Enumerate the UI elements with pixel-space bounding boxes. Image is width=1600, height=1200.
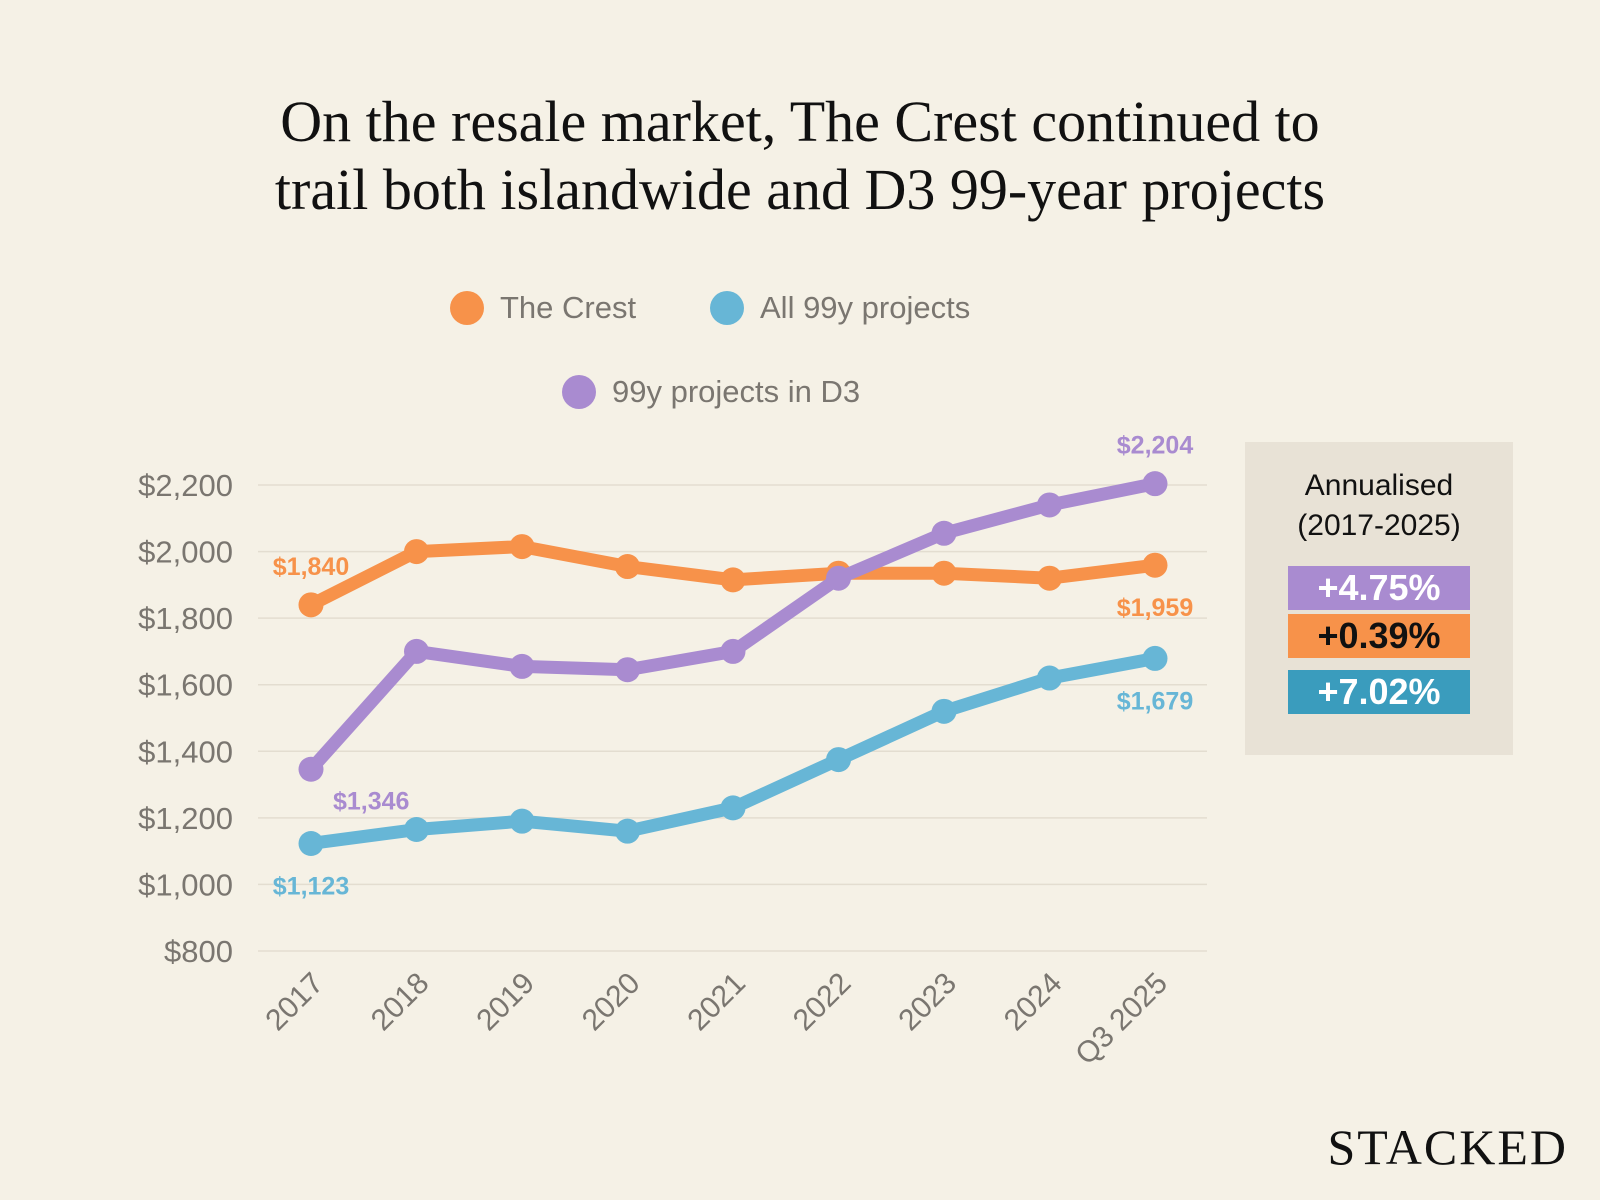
- annualised-badge-crest: +0.39%: [1288, 614, 1470, 658]
- chart-title-line-2: trail both islandwide and D3 99-year pro…: [274, 157, 1326, 222]
- data-point: [931, 698, 957, 724]
- data-point: [826, 747, 851, 773]
- data-point: [509, 534, 535, 560]
- data-label: $1,346: [333, 787, 409, 815]
- data-label: $2,204: [1117, 432, 1194, 460]
- data-point: [298, 830, 324, 856]
- data-label: $1,679: [1117, 687, 1193, 715]
- legend-item-all-99y: All 99y projects: [710, 290, 970, 326]
- chart-title: On the resale market, The Crest continue…: [0, 88, 1600, 224]
- x-tick-label: 2024: [998, 967, 1069, 1038]
- chart-title-line-1: On the resale market, The Crest continue…: [280, 89, 1320, 154]
- legend-dot-icon: [450, 291, 484, 325]
- data-point: [720, 795, 746, 821]
- data-point: [615, 554, 640, 580]
- data-point: [615, 657, 640, 683]
- data-point: [720, 567, 746, 593]
- y-tick-label: $1,800: [138, 601, 233, 636]
- legend-item-99y-d3: 99y projects in D3: [562, 374, 860, 410]
- annualised-badge-d3: +4.75%: [1288, 566, 1470, 610]
- x-tick-label: 2019: [470, 967, 541, 1038]
- series-line: [304, 477, 1162, 776]
- y-tick-label: $1,000: [138, 867, 233, 902]
- data-point: [1037, 665, 1062, 691]
- data-point: [404, 638, 429, 664]
- data-point: [298, 756, 324, 782]
- data-point: [509, 808, 535, 834]
- x-tick-label: Q3 2025: [1069, 967, 1174, 1072]
- data-point: [1142, 645, 1168, 671]
- annualised-badge-all: +7.02%: [1288, 670, 1470, 714]
- legend-label: 99y projects in D3: [612, 374, 861, 409]
- data-point: [1037, 565, 1062, 591]
- legend-label: The Crest: [500, 290, 637, 325]
- data-label: $1,959: [1117, 594, 1193, 622]
- x-tick-label: 2018: [365, 967, 436, 1038]
- data-point: [509, 653, 535, 679]
- brand-logo: STACKED: [1327, 1119, 1568, 1175]
- legend-label: All 99y projects: [760, 290, 971, 325]
- data-point: [1037, 492, 1062, 518]
- annualised-title-line-2: (2017-2025): [1297, 509, 1461, 542]
- data-point: [931, 520, 957, 546]
- y-tick-label: $1,200: [138, 801, 233, 836]
- legend-item-the-crest: The Crest: [450, 290, 636, 326]
- y-tick-label: $2,200: [138, 468, 233, 503]
- legend-dot-icon: [710, 291, 744, 325]
- data-label: $1,840: [273, 553, 349, 581]
- annualised-title-line-1: Annualised: [1304, 469, 1454, 502]
- data-point: [404, 539, 429, 565]
- data-point: [298, 592, 324, 618]
- data-point: [404, 817, 429, 843]
- data-point: [615, 818, 640, 844]
- x-tick-label: 2021: [681, 967, 752, 1038]
- x-tick-label: 2017: [259, 967, 330, 1038]
- y-tick-label: $800: [164, 934, 233, 969]
- data-point: [1142, 471, 1168, 497]
- annualised-panel: Annualised (2017-2025) +4.75% +0.39% +7.…: [1245, 442, 1513, 755]
- y-tick-label: $1,600: [138, 668, 233, 703]
- data-point: [826, 565, 851, 591]
- x-tick-label: 2023: [892, 967, 963, 1038]
- x-tick-label: 2020: [576, 967, 647, 1038]
- legend-dot-icon: [562, 375, 596, 409]
- data-point: [931, 560, 957, 586]
- y-tick-label: $2,000: [138, 535, 233, 570]
- data-point: [1142, 552, 1168, 578]
- y-tick-label: $1,400: [138, 734, 233, 769]
- data-label: $1,123: [273, 872, 349, 900]
- annualised-title: Annualised (2017-2025): [1245, 466, 1513, 546]
- data-point: [720, 638, 746, 664]
- x-tick-label: 2022: [787, 967, 858, 1038]
